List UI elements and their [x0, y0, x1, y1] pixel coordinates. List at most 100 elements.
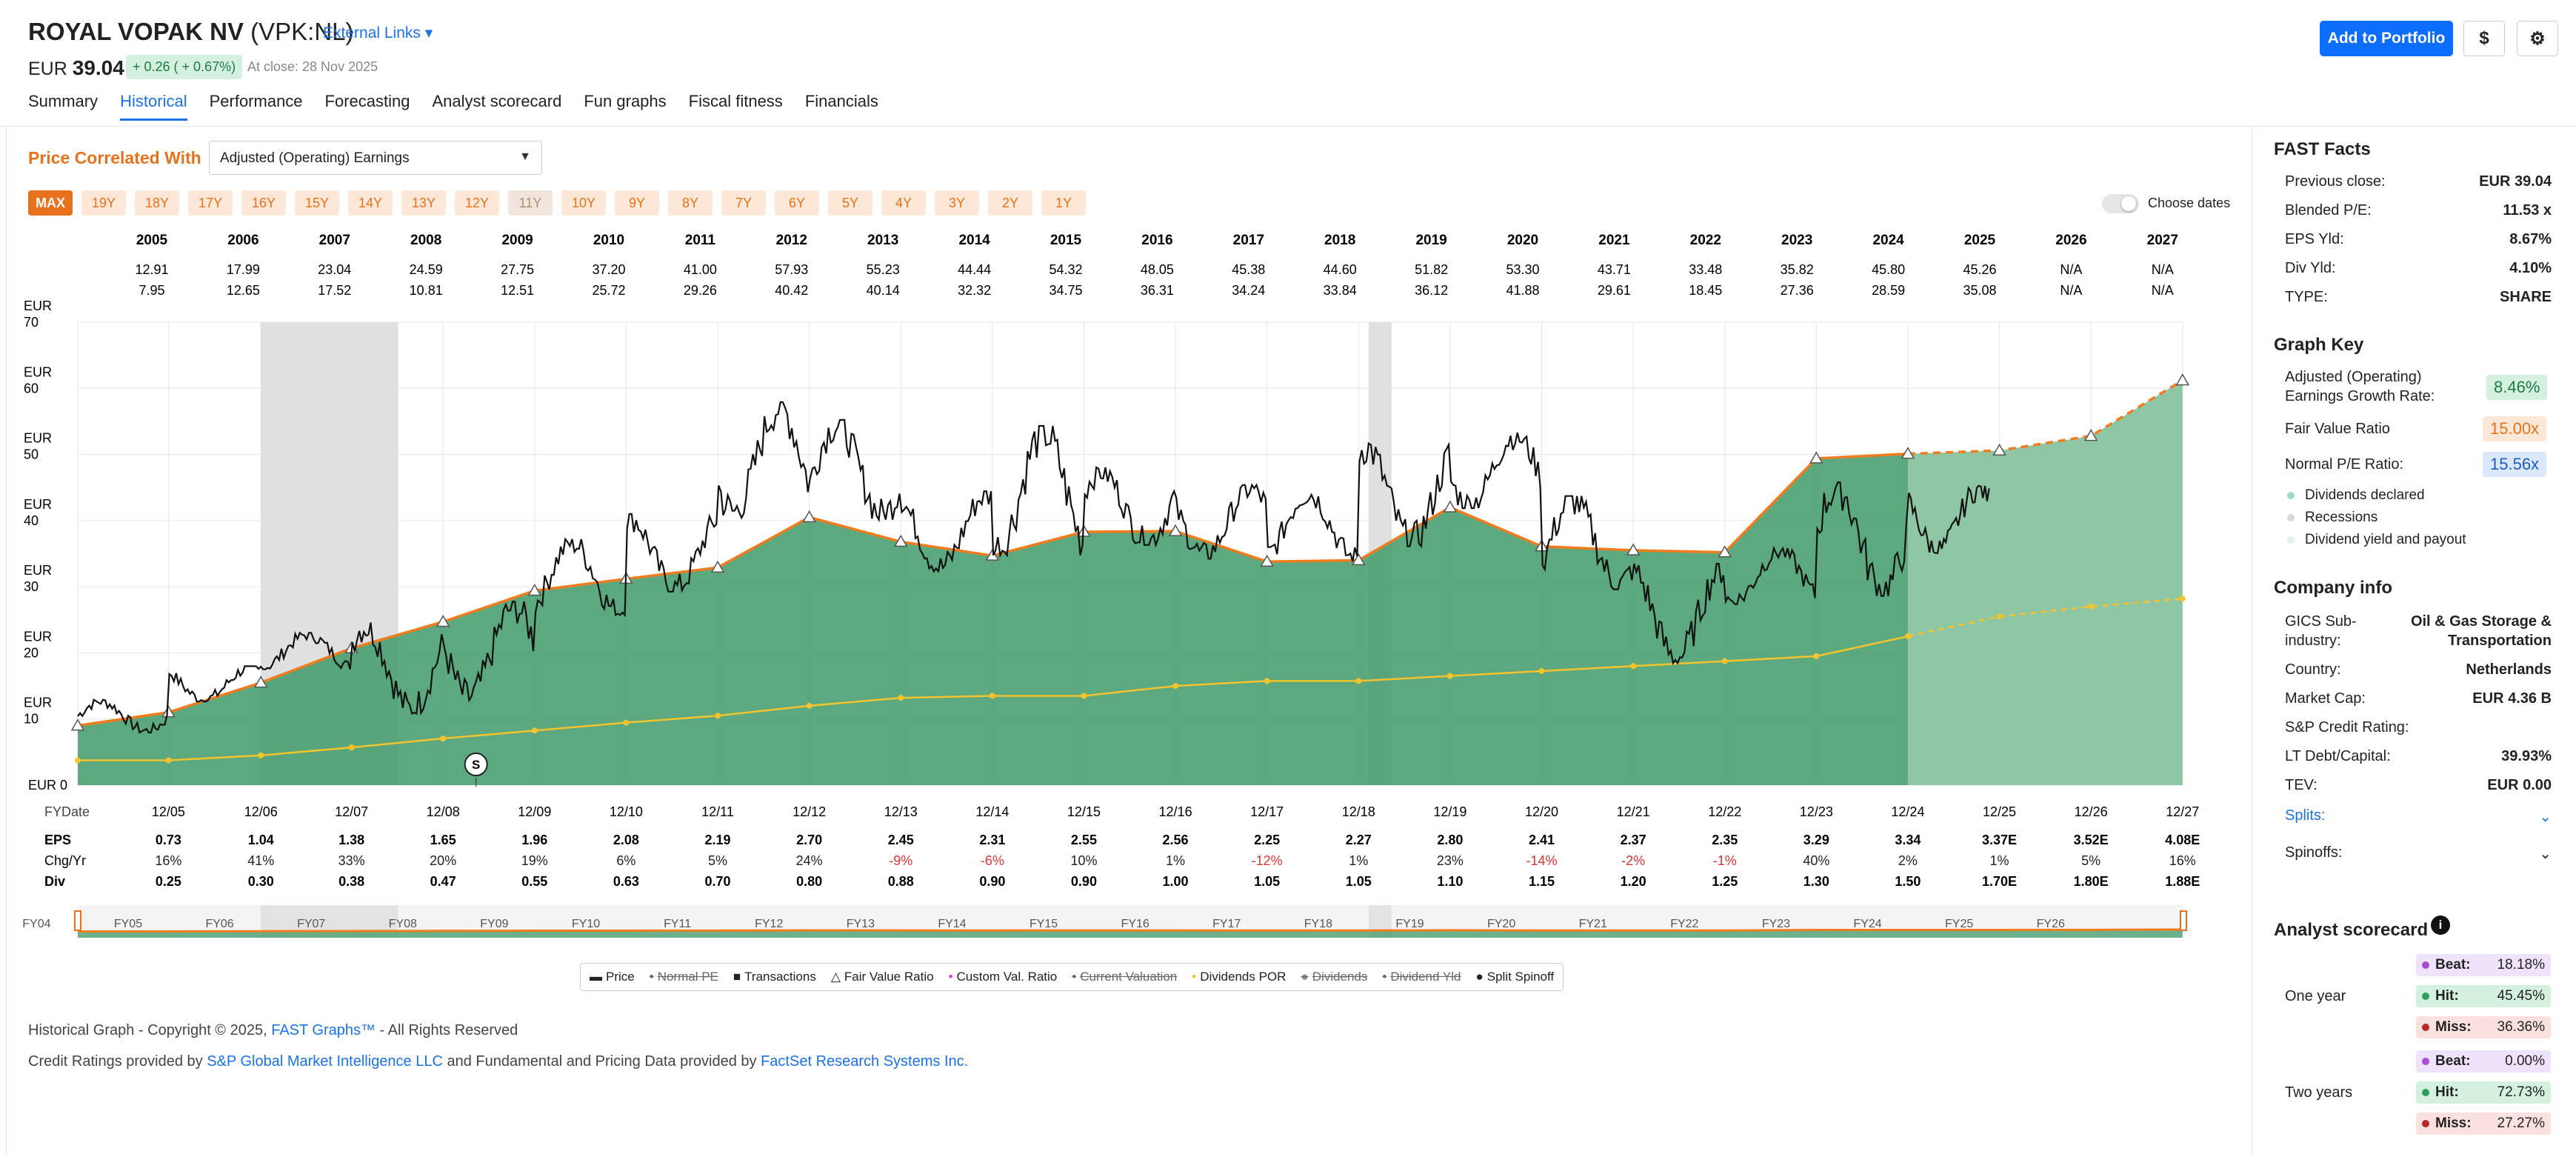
timeframe-max[interactable]: MAX — [28, 190, 73, 216]
chg-value: 6% — [616, 853, 635, 868]
hilo-low: 12.65 — [227, 283, 260, 298]
y-axis-unit: EUR — [24, 629, 52, 644]
legend-dividends-por[interactable]: • Dividends POR — [1192, 970, 1287, 984]
fy-date: 12/23 — [1800, 804, 1833, 819]
fact-div-yld: Div Yld: 4.10% — [2285, 260, 2552, 276]
fair-value-marker — [802, 510, 816, 523]
timeframe-10y[interactable]: 10Y — [561, 190, 606, 216]
choose-dates-toggle[interactable] — [2102, 194, 2139, 213]
hilo-year: 2015 — [1050, 233, 1082, 248]
currency-button[interactable]: $ — [2463, 21, 2505, 56]
chg-value: 23% — [1437, 853, 1464, 868]
timeframe-8y[interactable]: 8Y — [668, 190, 713, 216]
hilo-low: N/A — [2152, 283, 2174, 298]
fy-date: 12/21 — [1617, 804, 1650, 819]
hilo-low: 36.31 — [1141, 283, 1174, 298]
div-value: 1.15 — [1529, 874, 1555, 889]
dividends-forecast-line — [1907, 597, 2183, 638]
sp-global-link[interactable]: S&P Global Market Intelligence LLC — [207, 1053, 443, 1070]
timeframe-7y[interactable]: 7Y — [721, 190, 766, 216]
hilo-low: 34.24 — [1232, 283, 1265, 298]
timeframe-15y[interactable]: 15Y — [295, 190, 339, 216]
close-date: At close: 28 Nov 2025 — [247, 59, 378, 74]
dot-icon — [2287, 536, 2295, 544]
one-year-miss: Miss: 36.36% — [2416, 1016, 2551, 1038]
timeframe-5y[interactable]: 5Y — [828, 190, 872, 216]
spinoffs-expander[interactable]: Spinoffs: ⌄ — [2285, 844, 2552, 862]
hilo-year: 2022 — [1690, 233, 1721, 248]
legend-split-spinoff[interactable]: ● Split Spinoff — [1475, 970, 1555, 984]
fast-graphs-link[interactable]: FAST Graphs™ — [271, 1022, 376, 1038]
price-correlated-label: Price Correlated With — [28, 148, 201, 167]
timeframe-16y[interactable]: 16Y — [241, 190, 286, 216]
add-to-portfolio-button[interactable]: Add to Portfolio — [2320, 21, 2453, 56]
fair-value-marker — [1901, 447, 1915, 459]
info-country: Country: Netherlands — [2285, 661, 2552, 678]
timeframe-19y[interactable]: 19Y — [81, 190, 126, 216]
legend-normal-pe[interactable]: • Normal PE — [649, 970, 718, 984]
fair-value-marker — [985, 548, 1000, 561]
eps-value: 2.31 — [979, 833, 1005, 847]
splits-expander[interactable]: Splits: ⌄ — [2285, 807, 2552, 825]
key-recessions: Recessions — [2287, 510, 2378, 526]
legend-current-valuation[interactable]: • Current Valuation — [1072, 970, 1178, 984]
chg-value: -12% — [1252, 853, 1283, 868]
external-links-dropdown[interactable]: External Links ▾ — [323, 24, 433, 42]
legend-dividend-yld[interactable]: • Dividend Yld — [1382, 970, 1461, 984]
timeframe-11y[interactable]: 11Y — [508, 190, 553, 216]
timeframe-4y[interactable]: 4Y — [881, 190, 926, 216]
tab-summary[interactable]: Summary — [28, 92, 99, 110]
hilo-year: 2021 — [1598, 233, 1630, 248]
timeframe-14y[interactable]: 14Y — [348, 190, 393, 216]
navigator-label: FY08 — [389, 918, 417, 930]
header-divider — [0, 126, 2576, 127]
timeframe-13y[interactable]: 13Y — [401, 190, 446, 216]
div-value: 0.30 — [248, 874, 274, 889]
gics-value: Oil & Gas Storage & Transportation — [2410, 613, 2552, 649]
legend-custom-val-ratio[interactable]: • Custom Val. Ratio — [948, 970, 1058, 984]
factset-link[interactable]: FactSet Research Systems Inc. — [761, 1053, 969, 1070]
timeframe-18y[interactable]: 18Y — [135, 190, 179, 216]
timeframe-12y[interactable]: 12Y — [455, 190, 499, 216]
tab-performance[interactable]: Performance — [209, 92, 303, 110]
tab-fun-graphs[interactable]: Fun graphs — [584, 92, 667, 110]
tab-financials[interactable]: Financials — [804, 92, 878, 110]
hilo-low: 29.26 — [684, 283, 717, 298]
eps-value: 2.55 — [1071, 833, 1097, 847]
hilo-high: 12.91 — [135, 262, 168, 277]
fy-date: 12/27 — [2166, 804, 2199, 819]
chg-value: 5% — [2081, 853, 2100, 868]
legend-dividends[interactable]: ● Dividends — [1301, 970, 1368, 984]
tab-fiscal-fitness[interactable]: Fiscal fitness — [688, 92, 783, 110]
eps-value: 4.08E — [2165, 833, 2200, 847]
timeframe-9y[interactable]: 9Y — [615, 190, 659, 216]
gear-icon[interactable]: ⚙ — [2517, 21, 2558, 56]
dividend-point — [1813, 653, 1820, 659]
y-axis-unit: EUR — [24, 696, 52, 710]
timeframe-1y[interactable]: 1Y — [1041, 190, 1086, 216]
tab-analyst-scorecard[interactable]: Analyst scorecard — [432, 92, 562, 110]
y-axis-tick: EUR 0 — [28, 778, 67, 793]
navigator-label: FY06 — [205, 918, 233, 930]
legend-price[interactable]: ▬ Price — [590, 970, 635, 984]
fair-value-marker — [161, 705, 176, 718]
fy-date: 12/20 — [1525, 804, 1558, 819]
timeframe-3y[interactable]: 3Y — [935, 190, 979, 216]
fy-date: 12/06 — [244, 804, 278, 819]
chg-value: 20% — [430, 853, 456, 868]
correlated-with-value: Adjusted (Operating) Earnings — [220, 150, 410, 166]
hilo-year: 2024 — [1872, 233, 1904, 248]
fy-date: 12/19 — [1433, 804, 1466, 819]
timeframe-17y[interactable]: 17Y — [188, 190, 233, 216]
correlated-with-select[interactable]: Adjusted (Operating) Earnings ▼ — [209, 141, 542, 175]
legend-transactions[interactable]: ■ Transactions — [733, 970, 816, 984]
timeframe-2y[interactable]: 2Y — [988, 190, 1032, 216]
dividend-point — [531, 727, 538, 734]
two-years-label: Two years — [2285, 1084, 2353, 1101]
tab-forecasting[interactable]: Forecasting — [324, 92, 410, 110]
info-icon[interactable]: i — [2431, 915, 2450, 935]
legend-fair-value-ratio[interactable]: △ Fair Value Ratio — [830, 970, 934, 984]
timeframe-6y[interactable]: 6Y — [775, 190, 819, 216]
tab-historical[interactable]: Historical — [120, 92, 187, 121]
dividend-point — [989, 693, 995, 699]
